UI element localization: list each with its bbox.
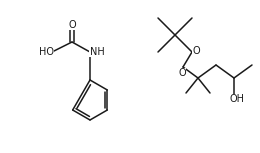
Text: O: O: [178, 68, 186, 78]
Text: NH: NH: [90, 47, 104, 57]
Text: O: O: [192, 46, 200, 56]
Text: HO: HO: [38, 47, 54, 57]
Text: OH: OH: [230, 94, 244, 104]
Text: O: O: [68, 20, 76, 30]
